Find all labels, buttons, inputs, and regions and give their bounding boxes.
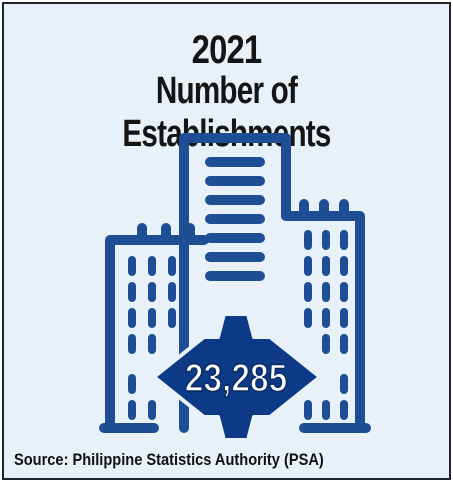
establishment-count: 23,285 — [185, 356, 288, 400]
window-grid — [128, 230, 348, 420]
source-note: Source: Philippine Statistics Authority … — [14, 450, 324, 469]
title-main: Number of Establishments — [122, 70, 331, 155]
title-year: 2021 — [191, 28, 263, 72]
buildings-icon: 23,285 — [99, 133, 371, 442]
middle-building — [179, 133, 291, 433]
value-badge: 23,285 — [152, 312, 322, 442]
right-building — [281, 199, 371, 433]
left-building — [99, 223, 209, 433]
